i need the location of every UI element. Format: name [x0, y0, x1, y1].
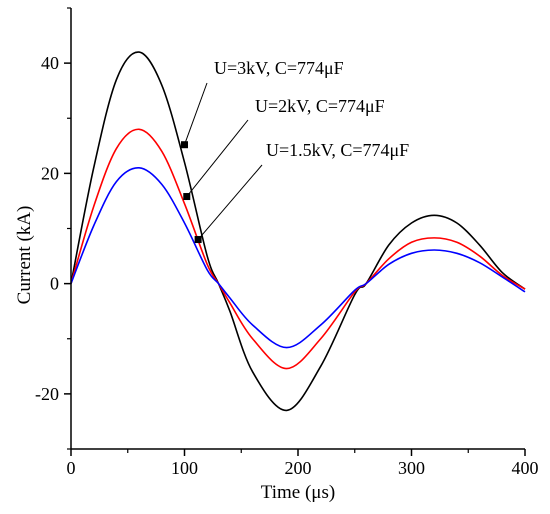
axes-group: 0 100 200 300 400 -20 0 20 40 [35, 7, 539, 478]
annotation-leader-line [197, 164, 263, 240]
annotation-group: U=3kV, C=774μF U=2kV, C=774μF U=1.5kV, C=7… [181, 58, 409, 244]
annotation-marker [183, 193, 191, 201]
x-tick-label: 300 [398, 458, 425, 478]
x-tick-label: 0 [67, 458, 76, 478]
y-tick-label: 0 [50, 274, 59, 294]
series-group [70, 51, 526, 412]
annotation-leader-line [184, 82, 208, 145]
series-line-1 [70, 51, 526, 412]
x-axis-title: Time (μs) [261, 482, 335, 503]
annotation-label: U=3kV, C=774μF [214, 58, 344, 78]
annotation-leader-line [186, 119, 249, 197]
annotation-marker [194, 236, 202, 244]
y-tick-label: 20 [41, 163, 59, 183]
annotation-label: U=1.5kV, C=774μF [266, 140, 409, 160]
series-line-3 [70, 167, 526, 349]
x-tick-label: 100 [171, 458, 198, 478]
y-tick-label: -20 [35, 384, 59, 404]
annotation-marker [181, 141, 188, 149]
y-tick-label: 40 [41, 53, 59, 73]
y-axis-title: Current (kA) [14, 206, 35, 305]
x-tick-label: 400 [512, 458, 539, 478]
annotation-label: U=2kV, C=774μF [255, 96, 385, 116]
series-line-2 [70, 128, 526, 370]
x-tick-label: 200 [285, 458, 312, 478]
